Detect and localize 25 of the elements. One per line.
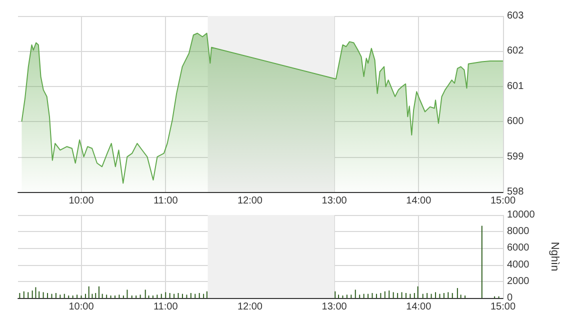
y-tick-label: 6000 <box>507 242 530 254</box>
y-tick-label: 600 <box>507 116 524 128</box>
y-tick-label: 599 <box>507 151 524 162</box>
y-axis-title: Nghìn <box>548 242 560 272</box>
y-tick-label: 0 <box>507 292 513 304</box>
x-tick-label: 11:00 <box>153 196 178 206</box>
x-tick-label: 14:00 <box>406 196 432 206</box>
y-tick-label: 4000 <box>507 259 530 270</box>
y-tick-label: 603 <box>507 10 524 22</box>
y-tick-label: 601 <box>507 80 524 92</box>
x-tick-label: 12:00 <box>237 196 263 206</box>
y-tick-label: 8000 <box>507 226 530 238</box>
x-tick-label: 13:00 <box>322 196 348 206</box>
y-tick-label: 2000 <box>507 276 530 287</box>
x-tick-label: 15:00 <box>490 196 516 206</box>
x-tick-label: 12:00 <box>237 302 263 312</box>
y-tick-label: 598 <box>507 186 524 198</box>
y-tick-label: 602 <box>507 46 524 57</box>
x-tick-label: 10:00 <box>68 302 94 312</box>
y-tick-label: 10000 <box>507 210 536 220</box>
x-tick-label: 11:00 <box>153 302 178 312</box>
x-tick-label: 13:00 <box>322 302 348 312</box>
x-tick-label: 10:00 <box>68 196 94 206</box>
x-tick-label: 15:00 <box>490 302 516 312</box>
x-tick-label: 14:00 <box>406 302 432 312</box>
